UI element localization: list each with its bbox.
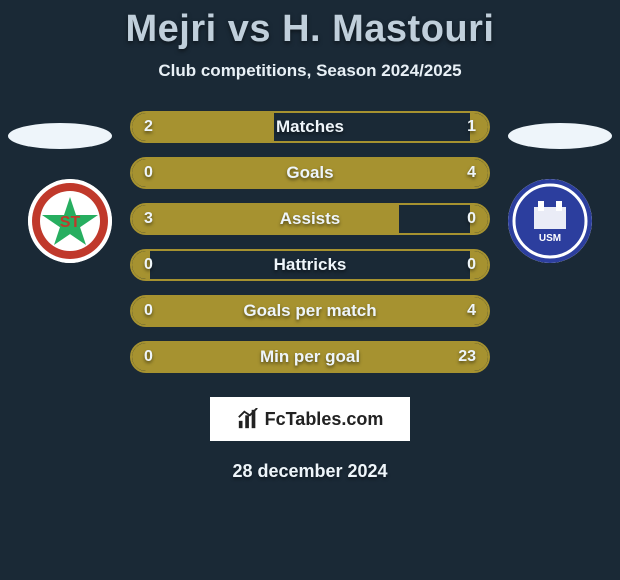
stat-value-right: 0 [467, 210, 476, 228]
page-title: Mejri vs H. Mastouri [0, 8, 620, 51]
stat-label: Matches [276, 117, 344, 137]
stat-row: Min per goal 0 23 [130, 341, 490, 373]
stat-bars: Matches21Goals04Assists30Hattricks00Goal… [130, 111, 490, 373]
club-badge-left: ST [28, 179, 112, 263]
stat-value-right: 23 [458, 348, 476, 366]
stat-fill-right [196, 159, 488, 187]
stade-tunisien-icon: ST [28, 179, 112, 263]
svg-text:USM: USM [539, 233, 561, 244]
stat-fill-left [132, 159, 196, 187]
stat-value-right: 4 [467, 164, 476, 182]
stat-row: Goals 0 4 [130, 157, 490, 189]
stat-value-right: 1 [467, 118, 476, 136]
fctables-text: FcTables.com [265, 409, 384, 430]
date-label: 28 december 2024 [0, 461, 620, 482]
fctables-badge: FcTables.com [210, 397, 410, 441]
player-right-oval [508, 123, 612, 149]
comparison-card: Mejri vs H. Mastouri Club competitions, … [0, 0, 620, 482]
stat-row: Matches 2 1 [130, 111, 490, 143]
stat-row: Assists 3 0 [130, 203, 490, 235]
stat-label: Min per goal [260, 347, 360, 367]
stat-label: Assists [280, 209, 340, 229]
stat-value-right: 0 [467, 256, 476, 274]
stat-fill-left [132, 205, 399, 233]
stat-row: Hattricks 0 0 [130, 249, 490, 281]
us-monastir-icon: USM [508, 179, 592, 263]
stat-value-right: 4 [467, 302, 476, 320]
subtitle: Club competitions, Season 2024/2025 [0, 61, 620, 81]
stat-label: Goals per match [243, 301, 376, 321]
stat-value-left: 3 [144, 210, 153, 228]
stat-fill-left [132, 113, 274, 141]
fctables-logo: FcTables.com [237, 408, 384, 430]
stat-label: Goals [286, 163, 333, 183]
svg-text:ST: ST [60, 214, 81, 231]
stat-value-left: 0 [144, 256, 153, 274]
stat-value-left: 0 [144, 302, 153, 320]
stat-label: Hattricks [274, 255, 347, 275]
stat-row: Goals per match 0 4 [130, 295, 490, 327]
chart-icon [237, 408, 259, 430]
stat-value-left: 0 [144, 164, 153, 182]
club-badge-right: USM [508, 179, 592, 263]
stat-value-left: 0 [144, 348, 153, 366]
stat-value-left: 2 [144, 118, 153, 136]
player-left-oval [8, 123, 112, 149]
arena: ST USM Matches21Goals04Assists30Hattrick… [0, 111, 620, 373]
